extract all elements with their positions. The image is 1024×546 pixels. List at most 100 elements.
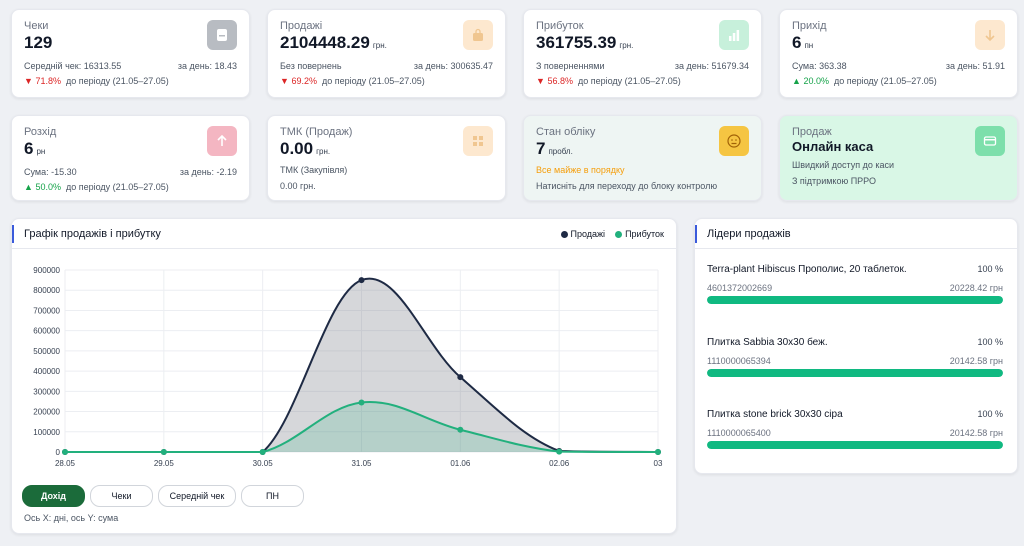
sales-chart-panel: Графік продажів і прибутку Продажі Прибу… [11,218,677,534]
face-icon [719,126,749,156]
data-point [556,448,563,455]
chart-legend: Продажі Прибуток [560,229,664,239]
x-tick-label: 02.06 [549,459,570,468]
chart-footnote: Ось X: дні, ось Y: сума [24,513,119,523]
kpi-card-expense[interactable]: Розхід 6 рн Сума: -15.30 за день: -2.19 ▲ … [11,115,250,201]
kpi-card-accounting-status[interactable]: Стан обліку 7 пробл. Все майже в порядку … [523,115,762,201]
progress-bar [707,369,1003,377]
y-tick-label: 700000 [33,306,60,315]
sales-profit-chart: 0 100000 200000 300000 400000 500000 600000 700… [33,266,663,468]
progress-bar [707,296,1003,304]
panel-header: Лідери продажів [695,219,1017,249]
tmk-purchase-label: ТМК (Закупівля) [280,165,348,175]
kpi-value: Онлайн каса [792,139,874,154]
kpi-title: Стан обліку [536,126,596,138]
chart-mode-buttons: Дохід Чеки Середній чек ПН [22,485,304,507]
kpi-value: 6 рн [24,139,46,158]
card-icon [975,126,1005,156]
product-percent: 100 % [977,337,1003,347]
mode-button-checks[interactable]: Чеки [90,485,153,507]
progress-bar [707,441,1003,449]
kpi-value: 2104448.29 грн. [280,33,387,52]
kpi-sub-left: Сума: 363.38 [792,61,847,71]
bar-chart-icon [719,20,749,50]
kpi-sub-left: З поверненнями [536,61,605,71]
product-amount: 20142.58 грн [949,356,1003,366]
product-name: Terra-plant Hibiscus Прополис, 20 таблет… [707,264,907,275]
tmk-purchase-value: 0.00 грн. [280,181,316,191]
kpi-sub-left: Сума: -15.30 [24,167,77,177]
kpi-sub-right: за день: -2.19 [179,167,237,177]
kpi-title: Чеки [24,20,49,32]
series-area-0 [65,278,658,452]
series-area-1 [65,401,658,452]
y-tick-label: 300000 [33,387,60,396]
list-item[interactable]: Terra-plant Hibiscus Прополис, 20 таблет… [707,264,1003,304]
kpi-sub-left: Середній чек: 16313.55 [24,61,122,71]
list-item[interactable]: Плитка stone brick 30x30 сіра 100 % 11100… [707,409,1003,449]
top-sellers-panel: Лідери продажів Terra-plant Hibiscus Про… [694,218,1018,474]
data-point [655,449,661,455]
list-item[interactable]: Плитка Sabbia 30x30 беж. 100 % 1110000065… [707,337,1003,377]
kpi-card-checks[interactable]: Чеки 129 Середній чек: 16313.55 за день: … [11,9,250,98]
mode-button-pn[interactable]: ПН [241,485,304,507]
product-amount: 20142.58 грн [949,428,1003,438]
x-tick-label: 29.05 [154,459,175,468]
leaders-title: Лідери продажів [707,227,791,240]
y-tick-label: 0 [56,448,61,457]
kpi-delta: ▲ 50.0% до періоду (21.05–27.05) [24,182,169,192]
x-tick-label: 31.05 [351,459,372,468]
kpi-value: 361755.39 грн. [536,33,634,52]
kpi-card-tmk[interactable]: ТМК (Продаж) 0.00 грн. ТМК (Закупівля) 0.… [267,115,506,201]
y-tick-label: 400000 [33,367,60,376]
x-tick-label: 30.05 [253,459,274,468]
kpi-sub-right: за день: 51.91 [945,61,1005,71]
data-point [358,399,365,406]
data-point [457,374,464,381]
y-tick-label: 200000 [33,408,60,417]
data-point [259,449,266,455]
kpi-sub-right: за день: 300635.47 [413,61,493,71]
y-tick-label: 800000 [33,286,60,295]
accounting-hint: Натисніть для переходу до блоку контролю [536,181,718,191]
kpi-title: ТМК (Продаж) [280,126,353,138]
panel-header: Графік продажів і прибутку Продажі Прибу… [12,219,676,249]
grid-icon [463,126,493,156]
kpi-title: Розхід [24,126,57,138]
kpi-sub-left: Без повернень [280,61,342,71]
kpi-delta: ▲ 20.0% до періоду (21.05–27.05) [792,76,937,86]
mode-button-income[interactable]: Дохід [22,485,85,507]
product-percent: 100 % [977,409,1003,419]
kpi-card-income[interactable]: Прихід 6 пн Сума: 363.38 за день: 51.91 ▲ … [779,9,1018,98]
kpi-title: Прибуток [536,20,584,32]
legend-item-sales[interactable]: Продажі [560,229,605,239]
pos-line-1: Швидкий доступ до каси [792,160,895,170]
kpi-value: 6 пн [792,33,814,52]
chart-panel-title: Графік продажів і прибутку [24,227,161,240]
mode-button-average-check[interactable]: Середній чек [158,485,236,507]
legend-item-profit[interactable]: Прибуток [615,229,664,239]
data-point [457,426,464,433]
kpi-delta: ▼ 71.8% до періоду (21.05–27.05) [24,76,169,86]
y-tick-label: 100000 [33,428,60,437]
kpi-card-online-pos[interactable]: Продаж Онлайн каса Швидкий доступ до кас… [779,115,1018,201]
x-tick-label: 03 [654,459,663,468]
data-point [358,277,365,284]
product-code: 4601372002669 [707,283,773,293]
kpi-value: 129 [24,33,53,52]
kpi-delta: ▼ 69.2% до періоду (21.05–27.05) [280,76,425,86]
product-name: Плитка Sabbia 30x30 беж. [707,337,828,348]
product-code: 1110000065400 [707,428,771,438]
y-tick-label: 500000 [33,347,60,356]
product-percent: 100 % [977,264,1003,274]
shopping-bag-icon [463,20,493,50]
y-tick-label: 600000 [33,327,60,336]
kpi-card-sales[interactable]: Продажі 2104448.29 грн. Без повернень за д… [267,9,506,98]
data-point [160,449,167,455]
kpi-card-profit[interactable]: Прибуток 361755.39 грн. З поверненнями за … [523,9,762,98]
kpi-sub-right: за день: 51679.34 [674,61,749,71]
receipt-icon [207,20,237,50]
kpi-title: Продаж [792,126,832,138]
arrow-down-icon [975,20,1005,50]
accounting-status-text: Все майже в порядку [536,165,625,175]
